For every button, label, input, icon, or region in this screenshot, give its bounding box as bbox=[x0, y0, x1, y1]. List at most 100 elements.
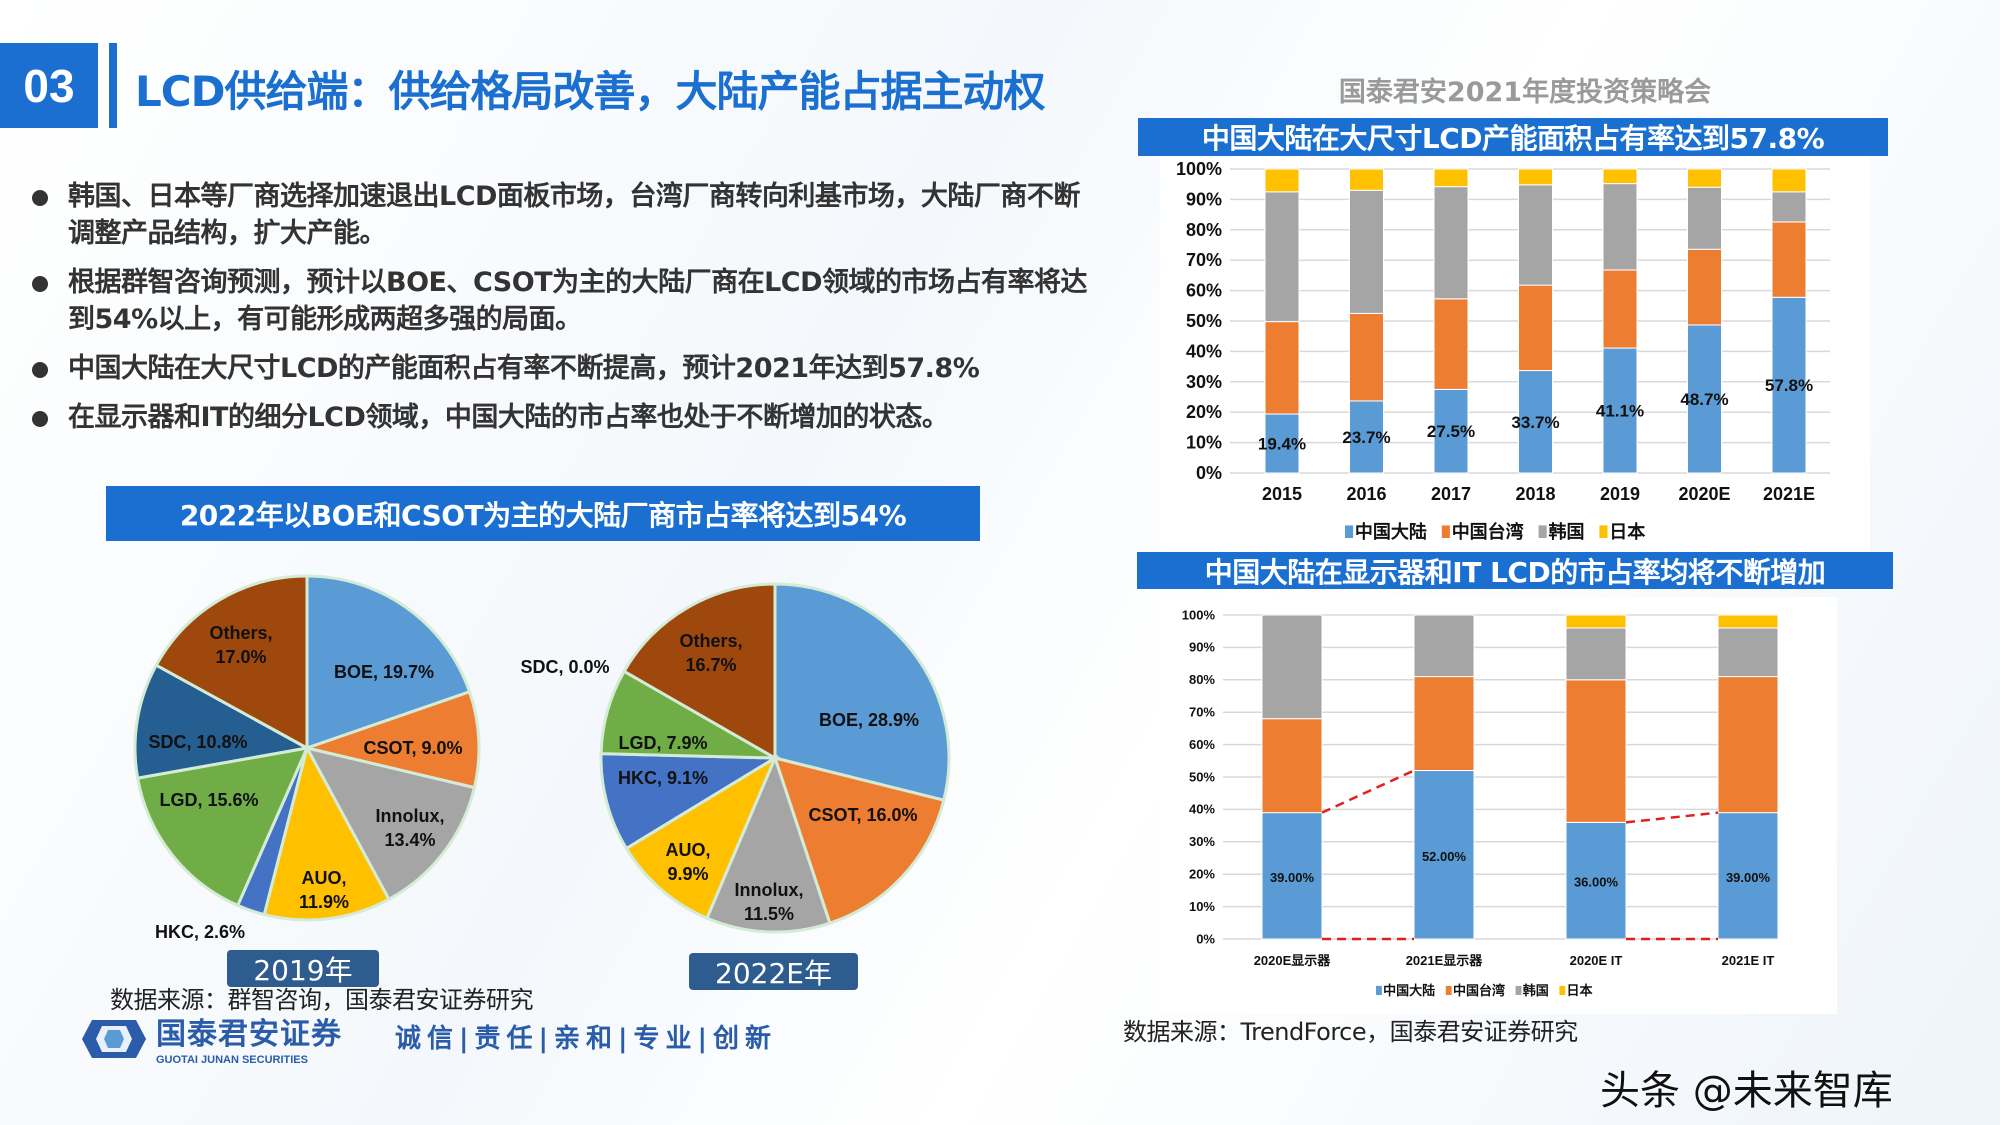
data-label: 36.00% bbox=[1574, 875, 1619, 890]
title-divider bbox=[109, 43, 117, 128]
source-left: 数据来源：群智咨询，国泰君安证券研究 bbox=[110, 986, 534, 1014]
bullet-item: 韩国、日本等厂商选择加速退出LCD面板市场，台湾厂商转向利基市场，大陆厂商不断调… bbox=[30, 178, 1090, 252]
y-tick-label: 100% bbox=[1182, 607, 1216, 622]
company-logo-text: 国泰君安证券 bbox=[156, 1017, 342, 1052]
trend-dashed-line bbox=[1321, 769, 1415, 814]
x-tick-label: 2018 bbox=[1515, 484, 1555, 504]
bar-segment bbox=[1602, 168, 1638, 185]
legend-label: 中国台湾 bbox=[1453, 983, 1505, 998]
bar-chart-2: 0% 10% 20% 30% 40% 50% 60% 70% 80% 90% 100% 39.00% 2… bbox=[1182, 607, 1779, 998]
y-tick-label: 30% bbox=[1186, 372, 1222, 392]
bar-segment bbox=[1717, 627, 1779, 678]
bar-segment bbox=[1687, 168, 1722, 188]
bar-segment bbox=[1717, 614, 1779, 629]
bar-segment bbox=[1518, 284, 1553, 372]
legend-label: 韩国 bbox=[1523, 983, 1549, 998]
bar-segment bbox=[1349, 189, 1384, 314]
data-label: 27.5% bbox=[1427, 422, 1475, 441]
section-number: 03 bbox=[0, 43, 98, 128]
legend-label: 中国台湾 bbox=[1452, 521, 1524, 542]
x-tick-label: 2019 bbox=[1600, 484, 1640, 504]
data-label: 41.1% bbox=[1596, 402, 1644, 421]
data-label: 23.7% bbox=[1342, 428, 1390, 447]
pie-label-auo: AUO, 11.9% bbox=[298, 868, 350, 912]
legend-swatch bbox=[1441, 525, 1450, 538]
legend-label: 中国大陆 bbox=[1355, 521, 1427, 542]
x-tick-label: 2020E IT bbox=[1570, 953, 1623, 968]
pie-label-lgd: LGD, 7.9% bbox=[618, 733, 708, 753]
pie-label-boe: BOE, 19.7% bbox=[333, 662, 435, 682]
bullet-item: 在显示器和IT的细分LCD领域，中国大陆的市占率也处于不断增加的状态。 bbox=[30, 399, 1090, 436]
pie-label-sdc: SDC, 10.8% bbox=[148, 732, 248, 752]
legend-label: 日本 bbox=[1567, 983, 1593, 998]
pie-slice-boe bbox=[773, 582, 951, 803]
bullet-list: 韩国、日本等厂商选择加速退出LCD面板市场，台湾厂商转向利基市场，大陆厂商不断调… bbox=[30, 178, 1090, 448]
source-right: 数据来源：TrendForce，国泰君安证券研究 bbox=[1123, 1018, 1578, 1046]
y-tick-label: 80% bbox=[1189, 672, 1215, 687]
company-logo-icon bbox=[82, 1020, 146, 1058]
pie-slice-lgd bbox=[135, 746, 310, 908]
bar-segment bbox=[1687, 186, 1722, 250]
y-tick-label: 10% bbox=[1186, 433, 1222, 453]
legend-label: 韩国 bbox=[1549, 521, 1585, 542]
pie-label-innolux: Innolux, 13.4% bbox=[375, 806, 445, 850]
data-label: 52.00% bbox=[1422, 849, 1467, 864]
pie-slice-csot bbox=[301, 689, 481, 790]
bar-segment bbox=[1771, 296, 1807, 474]
y-tick-label: 90% bbox=[1189, 640, 1215, 655]
legend-swatch bbox=[1515, 985, 1522, 995]
legend-swatch bbox=[1345, 525, 1354, 538]
y-tick-label: 0% bbox=[1196, 931, 1215, 946]
y-tick-label: 90% bbox=[1186, 189, 1222, 209]
bar-segment bbox=[1771, 168, 1807, 193]
bar-segment bbox=[1264, 413, 1300, 474]
pie-label-innolux: Innolux, 11.5% bbox=[734, 880, 804, 924]
bullet-item: 中国大陆在大尺寸LCD的产能面积占有率不断提高，预计2021年达到57.8% bbox=[30, 350, 1090, 387]
pie-slice-sdc bbox=[133, 663, 312, 780]
bar-segment bbox=[1413, 676, 1475, 772]
bar-segment bbox=[1602, 347, 1638, 474]
pie-slice-others bbox=[154, 574, 309, 751]
bar-segment bbox=[1771, 191, 1807, 223]
bar-segment bbox=[1565, 627, 1627, 681]
bar-segment bbox=[1261, 614, 1323, 720]
pie-slice-auo bbox=[624, 754, 779, 921]
y-tick-label: 70% bbox=[1189, 705, 1215, 720]
bar-chart-1: 0% 10% 20% 30% 40% 50% 60% 70% 80% 90% 100% 19.4% 20… bbox=[1176, 159, 1830, 542]
trend-dashed-line bbox=[1625, 811, 1719, 824]
y-tick-label: 20% bbox=[1189, 867, 1215, 882]
conference-name: 国泰君安2021年度投资策略会 bbox=[1338, 77, 1712, 108]
right-banner-top: 中国大陆在大尺寸LCD产能面积占有率达到57.8% bbox=[1138, 118, 1888, 156]
pie-svg bbox=[133, 574, 951, 934]
data-label: 39.00% bbox=[1726, 870, 1771, 885]
data-label: 33.7% bbox=[1511, 413, 1559, 432]
legend-swatch bbox=[1559, 985, 1566, 995]
x-tick-label: 2021E IT bbox=[1722, 953, 1775, 968]
legend-label: 日本 bbox=[1609, 521, 1645, 542]
y-tick-label: 0% bbox=[1196, 463, 1222, 483]
bar-segment bbox=[1433, 298, 1469, 390]
pie-charts: BOE, 19.7% CSOT, 9.0% Innolux, 13.4% AUO, 1… bbox=[0, 0, 1000, 1000]
y-tick-label: 70% bbox=[1186, 250, 1222, 270]
y-tick-label: 40% bbox=[1186, 341, 1222, 361]
x-tick-label: 2021E bbox=[1763, 484, 1815, 504]
pie-slice-auo bbox=[262, 743, 391, 922]
bar-segment bbox=[1349, 168, 1384, 191]
y-tick-label: 40% bbox=[1189, 802, 1215, 817]
bar-segment bbox=[1433, 388, 1469, 474]
bar-segment bbox=[1687, 248, 1722, 326]
x-tick-label: 2016 bbox=[1346, 484, 1386, 504]
y-tick-label: 20% bbox=[1186, 402, 1222, 422]
x-tick-label: 2020E显示器 bbox=[1254, 953, 1332, 968]
pie-label-others: Others, 16.7% bbox=[679, 631, 743, 675]
data-label: 57.8% bbox=[1765, 376, 1813, 395]
y-tick-label: 50% bbox=[1186, 311, 1222, 331]
bar-segment bbox=[1433, 168, 1469, 188]
bar-segment bbox=[1413, 614, 1475, 678]
bar-segment bbox=[1433, 186, 1469, 300]
watermark: 头条 @未来智库 bbox=[1600, 1068, 1893, 1114]
pie-2022-title: 2022E年 bbox=[689, 953, 858, 990]
bullet-item: 根据群智咨询预测，预计以BOE、CSOT为主的大陆厂商在LCD领域的市场占有率将… bbox=[30, 264, 1090, 338]
bar-segment bbox=[1349, 312, 1384, 402]
pie-label-others: Others, 17.0% bbox=[209, 623, 273, 667]
